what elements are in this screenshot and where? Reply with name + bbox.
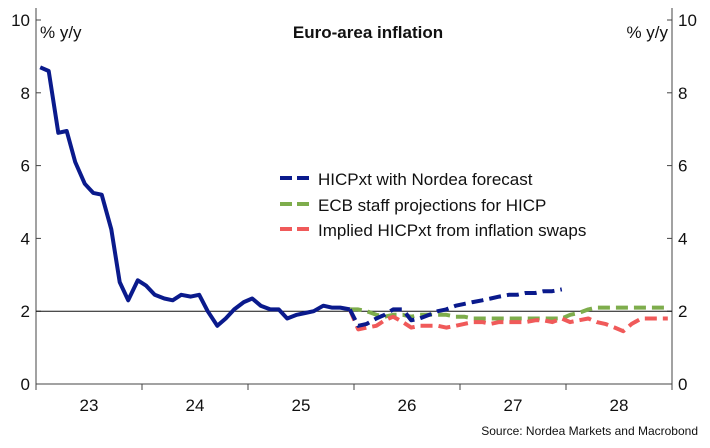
y-tick-label-right: 8	[678, 84, 687, 103]
series-line-implied-hicpxt-from-inflation-swaps	[347, 308, 668, 334]
x-tick-label: 28	[610, 396, 629, 415]
y-tick-label-left: 2	[21, 302, 30, 321]
x-tick-label: 26	[398, 396, 417, 415]
x-tick-label: 24	[186, 396, 205, 415]
x-tick-label: 27	[504, 396, 523, 415]
series-layer	[39, 65, 668, 334]
legend: HICPxt with Nordea forecast ECB staff pr…	[280, 170, 586, 240]
chart-title: Euro-area inflation	[293, 23, 443, 42]
y-tick-label-left: 6	[21, 157, 30, 176]
y-tick-label-right: 2	[678, 302, 687, 321]
x-tick-label: 25	[292, 396, 311, 415]
y-tick-label-left: 10	[11, 11, 30, 30]
y-tick-label-left: 0	[21, 375, 30, 394]
y-tick-label-right: 4	[678, 229, 687, 248]
series-line-hicpxt-with-nordea-forecast-forecast	[348, 287, 563, 328]
y-tick-label-left: 8	[21, 84, 30, 103]
series-line-hicpxt-with-nordea-forecast	[39, 65, 351, 328]
legend-label-swaps: Implied HICPxt from inflation swaps	[318, 221, 586, 240]
y-tick-label-right: 6	[678, 157, 687, 176]
y-tick-label-right: 0	[678, 375, 687, 394]
y-axis-label-left: % y/y	[40, 23, 82, 42]
source-note: Source: Nordea Markets and Macrobond	[481, 424, 698, 438]
y-tick-label-right: 10	[678, 11, 697, 30]
legend-label-nordea: HICPxt with Nordea forecast	[318, 170, 533, 189]
y-axis-label-right: % y/y	[626, 23, 668, 42]
legend-label-ecb: ECB staff projections for HICP	[318, 196, 546, 215]
x-tick-label: 23	[80, 396, 99, 415]
series-line-ecb-staff-projections-for-hicp	[349, 305, 668, 321]
y-tick-label-left: 4	[21, 229, 30, 248]
